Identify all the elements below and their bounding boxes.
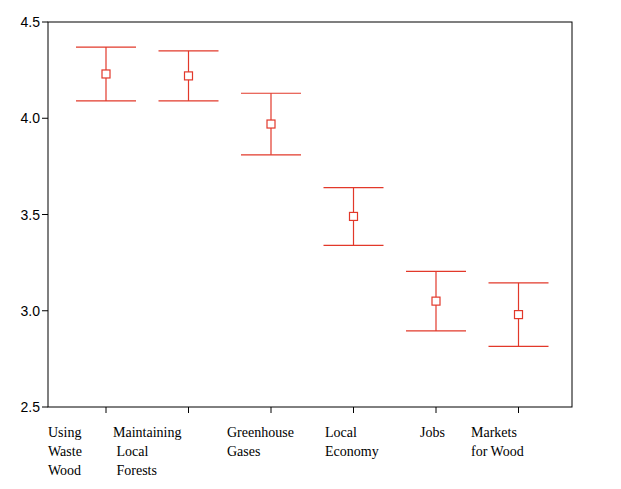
x-tick-label: Greenhouse Gases <box>227 425 294 459</box>
mean-marker <box>432 297 440 305</box>
error-bar <box>241 93 301 155</box>
x-tick <box>271 407 272 413</box>
error-bar <box>324 188 384 246</box>
x-tick <box>106 407 107 413</box>
error-cap-upper <box>76 46 136 47</box>
x-tick-label: Maintaining Local Forests <box>113 425 181 478</box>
error-bar <box>406 271 466 331</box>
error-cap-upper <box>489 282 549 283</box>
x-label-line: Using <box>48 425 81 440</box>
error-cap-lower <box>489 346 549 347</box>
x-label-line: Forests <box>113 463 157 478</box>
x-label-line: Greenhouse <box>227 425 294 440</box>
x-tick <box>518 407 519 413</box>
error-cap-lower <box>406 330 466 331</box>
error-bar <box>159 51 219 101</box>
marks <box>76 47 549 346</box>
y-tick <box>42 214 48 215</box>
error-cap-lower <box>159 100 219 101</box>
y-tick-label: 3.0 <box>21 303 41 319</box>
mean-marker <box>267 120 275 128</box>
error-cap-lower <box>76 100 136 101</box>
y-tick <box>42 118 48 119</box>
x-label-line: Maintaining <box>113 425 181 440</box>
x-tick <box>188 407 189 413</box>
x-tick-label: Using Waste Wood <box>48 425 82 478</box>
x-label-line: Markets <box>471 425 517 440</box>
error-bar <box>76 47 136 101</box>
y-tick <box>42 310 48 311</box>
mean-marker <box>350 212 358 220</box>
error-cap-lower <box>241 154 301 155</box>
y-tick <box>42 22 48 23</box>
x-tick-label: Markets for Wood <box>471 425 524 459</box>
y-tick-label: 4.0 <box>21 110 41 126</box>
mean-marker <box>102 70 110 78</box>
mean-marker <box>185 72 193 80</box>
x-tick-label: Jobs <box>420 425 445 440</box>
y-tick-label: 3.5 <box>21 207 41 223</box>
x-label-line: Waste <box>48 444 82 459</box>
error-cap-upper <box>159 50 219 51</box>
error-bar <box>489 283 549 347</box>
y-tick <box>42 407 48 408</box>
error-cap-lower <box>324 245 384 246</box>
chart-svg: 2.5 3.0 3.5 4.0 4.5 Using Waste Wood Maintaining… <box>0 0 621 489</box>
x-label-line: Local <box>113 444 148 459</box>
chart-container: 2.5 3.0 3.5 4.0 4.5 Using Waste Wood Maintaining… <box>0 0 621 489</box>
error-cap-upper <box>406 271 466 272</box>
x-tick <box>436 407 437 413</box>
x-label-line: Gases <box>227 444 260 459</box>
x-label-line: Local <box>325 425 357 440</box>
x-label-line: for Wood <box>471 444 524 459</box>
mean-marker <box>515 311 523 319</box>
x-label-line: Economy <box>325 444 379 459</box>
x-tick <box>353 407 354 413</box>
error-cap-upper <box>324 187 384 188</box>
plot-frame <box>48 22 572 407</box>
error-cap-upper <box>241 93 301 94</box>
y-tick-label: 2.5 <box>21 399 41 415</box>
y-tick-label: 4.5 <box>21 14 41 30</box>
x-label-line: Wood <box>48 463 81 478</box>
x-label-line: Jobs <box>420 425 445 440</box>
x-tick-label: Local Economy <box>325 425 379 459</box>
